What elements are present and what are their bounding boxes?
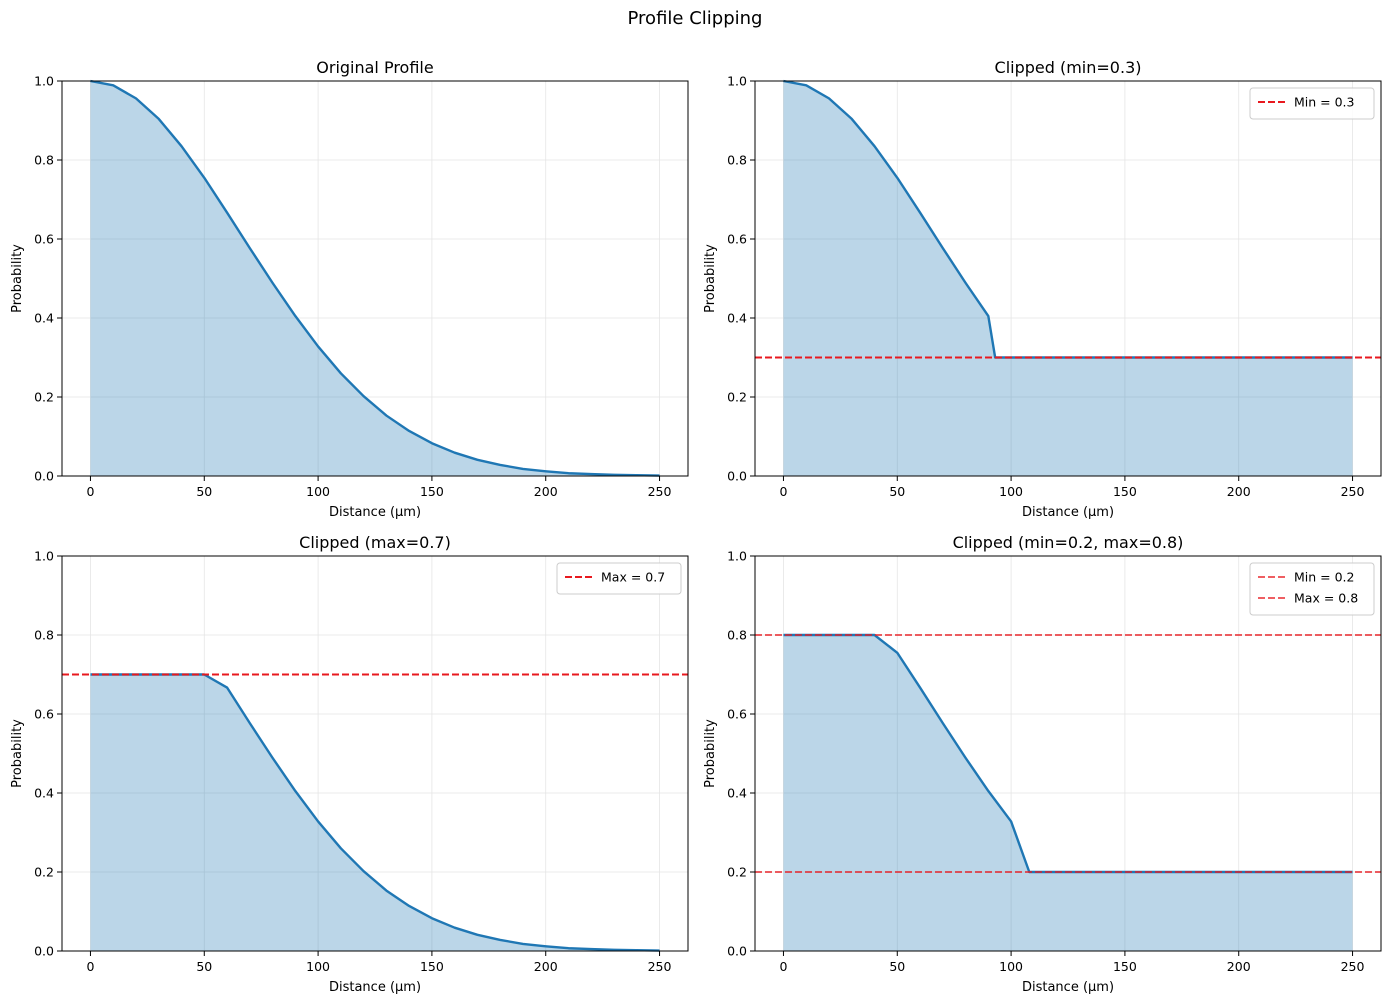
y-tick-label: 0.8 <box>727 628 747 643</box>
area-fill <box>90 81 660 476</box>
y-tick-label: 0.4 <box>34 311 54 326</box>
chart-panel-2: 0 50 100 150 200 250 0.0 0.2 0.4 0.6 0.8 1.0 Clipped… <box>703 58 1382 520</box>
y-tick-label: 0.8 <box>34 628 54 643</box>
panel-title: Clipped (min=0.2, max=0.8) <box>953 533 1184 552</box>
x-tick-label: 150 <box>420 959 444 974</box>
axes-frame <box>754 80 1382 477</box>
panel-title: Clipped (min=0.3) <box>995 58 1142 77</box>
legend: Max = 0.7 <box>556 562 682 595</box>
x-tick-label: 250 <box>648 484 672 499</box>
x-tick-label: 150 <box>1113 484 1137 499</box>
y-axis-label: Probability <box>10 719 25 788</box>
x-tick-label: 100 <box>306 484 330 499</box>
x-tick-label: 250 <box>1341 959 1365 974</box>
legend: Min = 0.2 Max = 0.8 <box>1249 562 1375 616</box>
area-fill <box>783 81 1353 476</box>
x-tick-label: 0 <box>779 484 787 499</box>
x-tick-label: 200 <box>1227 959 1251 974</box>
series-line <box>90 673 660 952</box>
area-fill <box>90 674 660 951</box>
x-tick-label: 50 <box>889 959 905 974</box>
legend-box <box>556 562 682 595</box>
y-tick-label: 0.0 <box>34 469 54 484</box>
legend-label: Min = 0.3 <box>1294 95 1354 110</box>
x-tick-label: 150 <box>1113 959 1137 974</box>
legend-label: Min = 0.2 <box>1294 570 1354 585</box>
series-line <box>90 79 660 477</box>
x-tick-label: 200 <box>1227 484 1251 499</box>
y-tick-label: 0.0 <box>727 469 747 484</box>
x-tick-label: 250 <box>1341 484 1365 499</box>
series-line <box>783 633 1353 874</box>
y-tick-label: 1.0 <box>34 549 54 564</box>
x-tick-label: 100 <box>306 959 330 974</box>
legend: Min = 0.3 <box>1249 87 1375 120</box>
y-tick-label: 0.8 <box>727 153 747 168</box>
x-tick-label: 50 <box>889 484 905 499</box>
panel-title: Original Profile <box>316 58 433 77</box>
y-tick-label: 0.6 <box>727 707 747 722</box>
y-tick-label: 0.8 <box>34 153 54 168</box>
x-axis-label: Distance (μm) <box>1022 505 1114 520</box>
x-axis-label: Distance (μm) <box>1022 980 1114 995</box>
y-tick-label: 0.6 <box>34 707 54 722</box>
y-tick-label: 0.0 <box>727 944 747 959</box>
chart-panel-3: 0 50 100 150 200 250 0.0 0.2 0.4 0.6 0.8 1.0 Clipped… <box>10 533 689 995</box>
axes-frame <box>61 555 689 952</box>
y-tick-label: 0.4 <box>34 786 54 801</box>
axes-frame <box>754 555 1382 952</box>
y-axis-label: Probability <box>703 244 718 313</box>
chart-panel-1: 0 50 100 150 200 250 0.0 0.2 0.4 0.6 0.8 1.0 Origina… <box>10 58 689 520</box>
chart-panel-4: 0 50 100 150 200 250 0.0 0.2 0.4 0.6 0.8 1.0 Clipped… <box>703 533 1382 995</box>
x-tick-label: 50 <box>196 959 212 974</box>
x-tick-label: 250 <box>648 959 672 974</box>
y-axis-label: Probability <box>10 244 25 313</box>
panel-title: Clipped (max=0.7) <box>299 533 451 552</box>
y-tick-label: 1.0 <box>727 74 747 89</box>
x-tick-label: 50 <box>196 484 212 499</box>
x-axis-label: Distance (μm) <box>329 980 421 995</box>
x-tick-label: 0 <box>86 959 94 974</box>
x-axis-label: Distance (μm) <box>329 505 421 520</box>
x-tick-label: 100 <box>999 959 1023 974</box>
y-axis-label: Probability <box>703 719 718 788</box>
y-tick-label: 1.0 <box>34 74 54 89</box>
y-tick-label: 0.2 <box>727 865 747 880</box>
legend-box <box>1249 87 1375 120</box>
y-tick-label: 0.2 <box>34 390 54 405</box>
y-tick-label: 0.2 <box>727 390 747 405</box>
x-tick-label: 100 <box>999 484 1023 499</box>
x-tick-label: 0 <box>86 484 94 499</box>
y-tick-label: 0.6 <box>34 232 54 247</box>
x-tick-label: 200 <box>534 959 558 974</box>
x-tick-label: 200 <box>534 484 558 499</box>
y-tick-label: 1.0 <box>727 549 747 564</box>
axes-frame <box>61 80 689 477</box>
y-tick-label: 0.2 <box>34 865 54 880</box>
x-tick-label: 150 <box>420 484 444 499</box>
legend-label: Max = 0.7 <box>601 570 665 585</box>
y-tick-label: 0.6 <box>727 232 747 247</box>
x-tick-label: 0 <box>779 959 787 974</box>
y-tick-label: 0.4 <box>727 786 747 801</box>
y-tick-label: 0.0 <box>34 944 54 959</box>
y-tick-label: 0.4 <box>727 311 747 326</box>
figure-title: Profile Clipping <box>628 8 763 29</box>
legend-label: Max = 0.8 <box>1294 591 1358 606</box>
